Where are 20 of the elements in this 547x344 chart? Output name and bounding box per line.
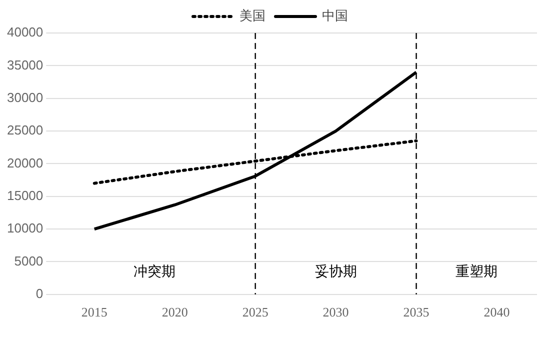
y-tick-label: 30000: [6, 90, 44, 105]
annotation: 重塑期: [456, 264, 498, 280]
x-tick-label: 2020: [162, 304, 188, 320]
y-tick-label: 5000: [14, 253, 44, 268]
x-tick-label: 2030: [322, 304, 349, 320]
y-tick-label: 35000: [6, 57, 44, 72]
legend-label: 中国: [322, 8, 348, 24]
annotation: 妥协期: [314, 264, 357, 280]
y-tick-label: 15000: [6, 188, 44, 203]
y-tick-label: 20000: [6, 155, 44, 170]
x-tick-label: 2040: [484, 304, 510, 320]
annotation: 冲突期: [134, 264, 176, 280]
legend-label: 美国: [240, 8, 266, 24]
y-tick-label: 10000: [6, 220, 44, 236]
y-tick-label: 0: [36, 286, 44, 301]
x-tick-label: 2025: [242, 304, 268, 320]
y-tick-label: 25000: [6, 122, 44, 138]
y-tick-label: 40000: [6, 24, 44, 40]
x-tick-label: 2035: [403, 304, 430, 320]
x-tick-label: 2015: [81, 304, 108, 320]
